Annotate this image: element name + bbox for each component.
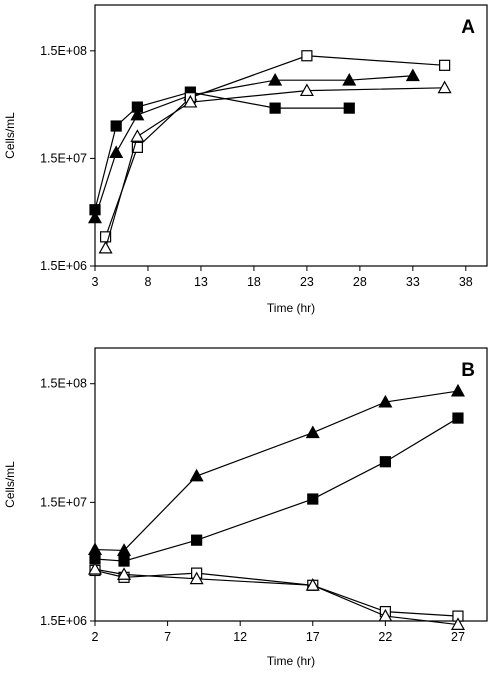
data-point-open-square <box>131 141 143 153</box>
x-tick-label: 8 <box>144 275 151 289</box>
data-point-open-square <box>439 59 451 71</box>
data-point-filled-triangle <box>305 425 320 439</box>
data-point-filled-square <box>269 102 281 114</box>
data-point-open-triangle <box>130 129 145 142</box>
x-tick-label: 2 <box>92 630 99 644</box>
x-axis-title: Time (hr) <box>267 301 315 315</box>
y-axis-title: Cells/mL <box>3 461 17 508</box>
x-tick-label: 23 <box>300 275 314 289</box>
data-point-open-triangle <box>378 608 393 622</box>
data-point-filled-square <box>110 120 122 132</box>
y-tick-label: 1.5E+06 <box>40 614 87 628</box>
data-point-filled-square <box>191 534 203 546</box>
data-point-filled-triangle <box>378 394 393 408</box>
data-point-open-triangle <box>98 240 113 254</box>
x-tick-label: 28 <box>353 275 367 289</box>
data-point-filled-triangle <box>450 383 465 397</box>
data-point-filled-square <box>452 412 464 424</box>
data-point-open-triangle <box>437 80 452 94</box>
x-tick-label: 27 <box>451 630 465 644</box>
data-point-filled-square <box>343 102 355 114</box>
data-point-filled-triangle <box>130 107 145 121</box>
data-point-filled-triangle <box>342 72 357 86</box>
data-point-open-triangle <box>450 617 465 630</box>
data-point-filled-triangle <box>87 210 103 224</box>
y-tick-label: 1.5E+07 <box>40 495 87 509</box>
data-point-open-triangle <box>299 83 314 97</box>
x-tick-label: 12 <box>233 630 247 644</box>
data-point-filled-square <box>118 555 130 567</box>
data-point-open-triangle <box>117 567 132 580</box>
data-point-open-square <box>301 50 313 62</box>
x-tick-label: 3 <box>92 275 99 289</box>
y-tick-label: 1.5E+08 <box>40 44 87 58</box>
data-point-filled-triangle <box>189 468 204 482</box>
data-point-open-triangle <box>305 578 320 591</box>
y-tick-label: 1.5E+08 <box>40 377 87 391</box>
plot-frame-0 <box>94 4 488 267</box>
x-tick-label: 33 <box>406 275 420 289</box>
x-tick-label: 22 <box>378 630 392 644</box>
x-tick-label: 17 <box>306 630 320 644</box>
y-tick-label: 1.5E+06 <box>40 259 87 273</box>
x-tick-label: 18 <box>247 275 261 289</box>
x-axis-title: Time (hr) <box>267 654 315 668</box>
panel-label: A <box>461 17 475 38</box>
data-point-open-triangle <box>183 94 198 108</box>
data-point-open-triangle <box>87 561 103 575</box>
data-point-filled-triangle <box>109 145 124 158</box>
y-axis-title: Cells/mL <box>3 112 17 159</box>
data-point-filled-triangle <box>117 543 132 556</box>
y-tick-label: 1.5E+07 <box>40 151 87 165</box>
plot-frame-1 <box>94 347 488 622</box>
series-line-open-triangle <box>94 568 459 626</box>
data-point-filled-square <box>307 493 319 505</box>
data-point-filled-square <box>379 456 391 468</box>
data-point-filled-triangle <box>268 72 283 86</box>
x-tick-label: 38 <box>459 275 473 289</box>
data-point-filled-triangle <box>405 68 420 82</box>
panel-label: B <box>461 360 475 381</box>
series-line-filled-triangle <box>94 390 459 552</box>
x-tick-label: 7 <box>164 630 171 644</box>
data-point-open-triangle <box>189 571 204 585</box>
series-line-filled-square <box>94 91 350 210</box>
x-tick-label: 13 <box>194 275 208 289</box>
